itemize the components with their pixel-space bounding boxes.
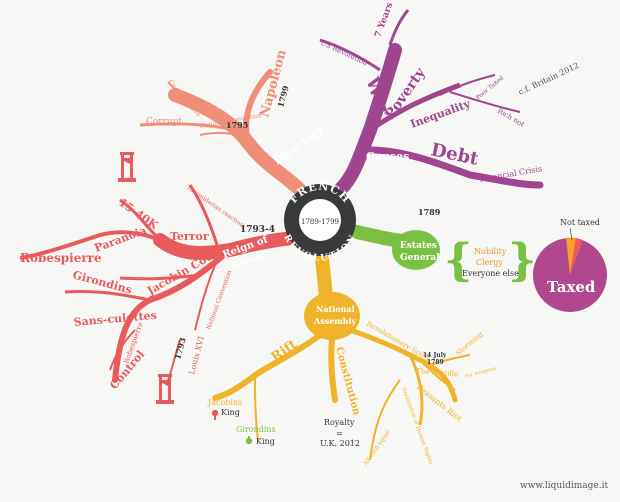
royalty-label: Royalty [324,418,355,427]
estate-item-everyone: Everyone else [462,269,519,278]
assembly-label-line1: National [316,304,355,314]
terror-label: Terror [170,230,209,243]
corrupt-label: Corrupt [146,117,182,127]
sans-culottes-label: Sans-culottes [73,309,157,329]
for-weapons-label: For weapons [464,366,497,380]
britain-label: c.f. Britain 2012 [517,61,580,97]
center-node [284,184,356,256]
directory-branch [139,69,307,197]
guillotine-icon [156,374,174,404]
uk-label: U.K. 2012 [320,439,360,448]
storming-label: Storming [454,330,485,358]
estate-item-nobility: Nobility [474,247,507,256]
reign-branch [19,184,302,383]
assembly-branch [212,253,471,461]
taxed-label: Taxed [547,278,596,296]
pie-other-slice [570,238,583,275]
estates-label-line1: Estates [400,241,437,251]
left-brace: { [444,235,472,286]
year-1793-label: 1793 [172,336,188,361]
guillotine-icon [118,152,136,182]
pie-not-taxed-slice [566,237,576,275]
assembly-label-line2: Assembly [313,316,356,326]
tax-pie-chart [533,237,607,312]
jacobins-label: Jacobins [207,398,242,407]
right-brace: } [508,235,536,286]
footer-credit: www.liquidimage.it [520,481,608,491]
causes-branch [319,9,544,197]
not-taxed-label: Not taxed [560,218,600,227]
all-men-equal-label: All men equal [361,429,391,468]
louis-xvi-label: Louis XVI [187,335,206,375]
equals-label: = [336,429,343,438]
estate-item-clergy: Clergy [476,258,503,267]
thumbs-up-icon [245,436,253,445]
date-label: 14 July [423,352,447,359]
center-dates: 1789-1799 [301,218,339,226]
bastille-label: The Bastille [416,367,459,379]
reign-year: 1793-4 [240,225,275,235]
estates-year: 1789 [418,207,441,217]
girondins-assembly-label: Girondins [236,425,276,434]
directory-label: Directory [271,123,326,167]
directory-year: 1795 [226,120,248,130]
constitution-label: Constitution [333,346,362,417]
thermidorian-label: Thermidorian reaction [185,184,245,229]
girondins-king-label: King [256,437,275,446]
date-year-label: 1789 [427,359,444,366]
estates-label-line2: General [400,253,440,263]
thumbs-down-icon [211,409,219,420]
jacobins-king-label: King [221,408,240,417]
robespierre-label: Robespierre [20,251,102,265]
causes-label: Causes [366,150,409,163]
us-revolution-label: US Revolution [319,39,369,68]
seven-years-label: 7 Years [373,1,395,39]
